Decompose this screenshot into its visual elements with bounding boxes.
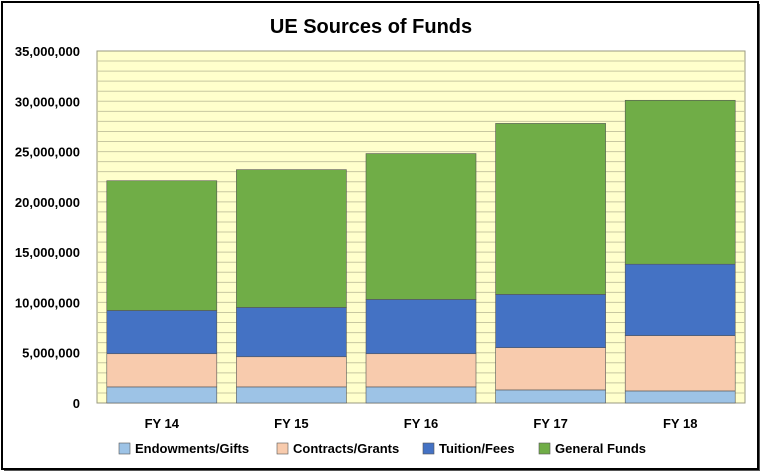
bar-segment bbox=[365, 386, 477, 404]
plot-area: 0 5,000,000 10,000,000 15,000,000 20,000,000… bbox=[15, 44, 746, 431]
legend-swatch bbox=[118, 442, 131, 455]
bar-segment bbox=[236, 307, 347, 358]
y-tick-label: 35,000,000 bbox=[15, 44, 80, 59]
bar-segment bbox=[365, 299, 477, 355]
y-tick-label: 25,000,000 bbox=[15, 145, 80, 160]
bar-segment bbox=[365, 353, 477, 388]
legend-label: Endowments/Gifts bbox=[135, 441, 249, 456]
bar-segment bbox=[495, 123, 606, 295]
legend-swatch bbox=[538, 442, 551, 455]
stacked-bar-chart: UE Sources of Funds 0 5,000,000 10,000,000… bbox=[15, 16, 746, 456]
y-tick-label: 30,000,000 bbox=[15, 94, 80, 109]
bar-segment bbox=[106, 386, 218, 404]
bar-segment bbox=[106, 353, 218, 388]
x-tick-label: FY 16 bbox=[404, 416, 438, 431]
legend-label: Tuition/Fees bbox=[439, 441, 515, 456]
y-tick-label: 20,000,000 bbox=[15, 195, 80, 210]
bar-segment bbox=[236, 356, 347, 388]
bar-segment bbox=[624, 99, 736, 265]
bar-segment bbox=[236, 386, 347, 404]
bar-segment bbox=[495, 347, 606, 391]
bar-segment bbox=[624, 335, 736, 392]
x-tick-label: FY 15 bbox=[274, 416, 308, 431]
bar-segment bbox=[624, 390, 736, 404]
bar-segment bbox=[236, 169, 347, 308]
bar-segment bbox=[106, 180, 218, 311]
y-tick-label: 5,000,000 bbox=[22, 346, 80, 361]
y-tick-label: 15,000,000 bbox=[15, 245, 80, 260]
legend-swatch bbox=[422, 442, 435, 455]
legend: Endowments/Gifts Contracts/Grants Tuition/… bbox=[118, 441, 646, 456]
bar-segment bbox=[106, 310, 218, 355]
bar-segment bbox=[365, 153, 477, 300]
bar-segment bbox=[495, 294, 606, 348]
legend-swatch bbox=[276, 442, 289, 455]
bar-segment bbox=[624, 263, 736, 336]
bar-segment bbox=[495, 389, 606, 404]
x-tick-label: FY 14 bbox=[145, 416, 180, 431]
y-tick-label: 0 bbox=[73, 396, 80, 411]
legend-label: General Funds bbox=[555, 441, 646, 456]
x-tick-label: FY 17 bbox=[533, 416, 567, 431]
chart-title: UE Sources of Funds bbox=[270, 16, 472, 38]
x-tick-label: FY 18 bbox=[663, 416, 697, 431]
y-tick-label: 10,000,000 bbox=[15, 295, 80, 310]
legend-label: Contracts/Grants bbox=[293, 441, 399, 456]
